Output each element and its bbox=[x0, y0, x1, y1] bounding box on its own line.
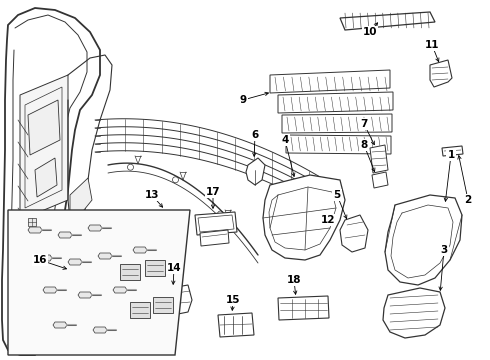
Text: 17: 17 bbox=[206, 187, 220, 197]
Polygon shape bbox=[58, 232, 72, 238]
Text: 3: 3 bbox=[441, 245, 448, 255]
Polygon shape bbox=[442, 146, 463, 156]
Polygon shape bbox=[88, 225, 102, 231]
Polygon shape bbox=[70, 178, 92, 215]
Polygon shape bbox=[200, 230, 229, 246]
Polygon shape bbox=[38, 255, 52, 261]
Polygon shape bbox=[153, 297, 173, 313]
Polygon shape bbox=[430, 60, 452, 87]
Polygon shape bbox=[2, 8, 100, 355]
Text: 4: 4 bbox=[281, 135, 289, 145]
Text: 16: 16 bbox=[33, 255, 47, 265]
Polygon shape bbox=[133, 247, 147, 253]
Polygon shape bbox=[28, 218, 36, 226]
Polygon shape bbox=[383, 288, 445, 338]
Polygon shape bbox=[20, 75, 68, 220]
Polygon shape bbox=[282, 114, 392, 133]
Polygon shape bbox=[120, 264, 140, 280]
Polygon shape bbox=[195, 212, 237, 235]
Text: 8: 8 bbox=[360, 140, 368, 150]
Polygon shape bbox=[35, 158, 57, 197]
Polygon shape bbox=[130, 302, 150, 318]
Polygon shape bbox=[8, 210, 190, 355]
Text: 2: 2 bbox=[465, 195, 472, 205]
Polygon shape bbox=[98, 253, 112, 259]
Polygon shape bbox=[93, 327, 107, 333]
Text: 12: 12 bbox=[321, 215, 335, 225]
Text: 1: 1 bbox=[447, 150, 455, 160]
Text: 14: 14 bbox=[167, 263, 181, 273]
Text: 5: 5 bbox=[333, 190, 341, 200]
Polygon shape bbox=[263, 175, 345, 260]
Polygon shape bbox=[28, 100, 60, 155]
Text: 10: 10 bbox=[363, 27, 377, 37]
Polygon shape bbox=[385, 195, 462, 285]
Polygon shape bbox=[340, 12, 435, 30]
Polygon shape bbox=[113, 287, 127, 293]
Polygon shape bbox=[278, 296, 329, 320]
Text: 15: 15 bbox=[226, 295, 240, 305]
Polygon shape bbox=[278, 92, 393, 113]
Polygon shape bbox=[370, 145, 388, 173]
Polygon shape bbox=[43, 287, 57, 293]
Text: 9: 9 bbox=[240, 95, 246, 105]
Polygon shape bbox=[218, 313, 254, 337]
Polygon shape bbox=[270, 70, 390, 93]
Polygon shape bbox=[28, 227, 42, 233]
Polygon shape bbox=[158, 285, 192, 317]
Polygon shape bbox=[53, 322, 67, 328]
Text: 13: 13 bbox=[145, 190, 159, 200]
Text: 18: 18 bbox=[287, 275, 301, 285]
Polygon shape bbox=[340, 215, 368, 252]
Polygon shape bbox=[145, 260, 165, 276]
Polygon shape bbox=[68, 259, 82, 265]
Polygon shape bbox=[246, 158, 265, 185]
Polygon shape bbox=[372, 172, 388, 188]
Text: 11: 11 bbox=[425, 40, 439, 50]
Polygon shape bbox=[286, 135, 391, 154]
Polygon shape bbox=[305, 193, 322, 227]
Polygon shape bbox=[78, 292, 92, 298]
Text: 7: 7 bbox=[360, 119, 368, 129]
Text: 6: 6 bbox=[251, 130, 259, 140]
